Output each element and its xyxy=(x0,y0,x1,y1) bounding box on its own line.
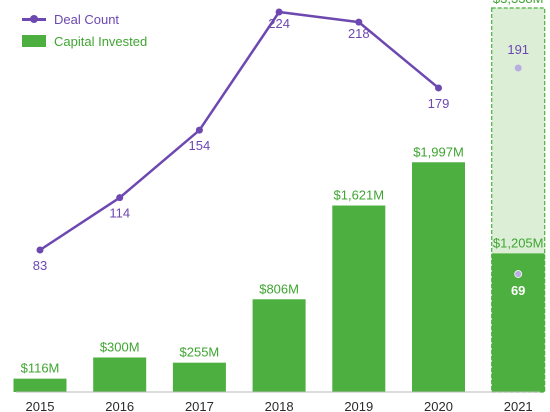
deal-point-2015 xyxy=(36,246,44,254)
bar-label-2017: $255M xyxy=(180,345,220,360)
legend: Deal Count Capital Invested xyxy=(22,8,147,52)
bar-2019 xyxy=(332,205,386,392)
bar-label-2021: $1,205M xyxy=(493,235,544,250)
deal-point-2018 xyxy=(275,8,283,16)
capital-invested-swatch xyxy=(22,35,46,47)
deal-point-2017 xyxy=(195,126,203,134)
bar-label-2015: $116M xyxy=(21,361,60,376)
bar-2017 xyxy=(172,362,226,392)
bar-label-2019: $1,621M xyxy=(334,188,385,203)
deal-count-swatch xyxy=(22,14,46,24)
bar-2018 xyxy=(252,299,306,392)
deal-label-2021: 69 xyxy=(511,283,525,298)
bar-2020 xyxy=(412,162,465,392)
bar-2016 xyxy=(93,357,147,392)
projected-bar-label-2021: $3,338M xyxy=(493,0,544,6)
bar-label-2018: $806M xyxy=(259,281,299,296)
bar-label-2016: $300M xyxy=(100,339,140,354)
projected-deal-label-2021: 191 xyxy=(507,42,529,57)
x-axis: 2015 2016 2017 2018 2019 2020 2021 xyxy=(16,391,540,412)
deal-label-2019: 218 xyxy=(348,26,370,41)
x-tick-2020: 2020 xyxy=(424,399,453,412)
deal-label-2015: 83 xyxy=(33,258,47,273)
x-tick-2016: 2016 xyxy=(105,399,134,412)
deal-point-2019 xyxy=(355,18,363,26)
legend-capital-invested-label: Capital Invested xyxy=(54,33,148,49)
projected-deal-point-2021 xyxy=(514,64,522,72)
deal-point-2016 xyxy=(116,194,124,202)
x-tick-2021: 2021 xyxy=(504,399,533,412)
x-tick-2015: 2015 xyxy=(26,399,55,412)
deal-point-2021 xyxy=(514,270,523,278)
line-layer xyxy=(36,8,523,278)
deal-label-2020: 179 xyxy=(428,96,450,111)
x-tick-2019: 2019 xyxy=(344,399,373,412)
deal-point-2020 xyxy=(435,84,442,92)
deal-count-line xyxy=(39,10,440,252)
deal-label-2016: 114 xyxy=(109,206,130,221)
legend-item-capital-invested: Capital Invested xyxy=(22,30,147,52)
labels-layer: $116M $300M $255M $806M $1,621M $1,997M $1,205… xyxy=(21,0,544,376)
deal-label-2018: 224 xyxy=(268,16,290,31)
x-tick-2018: 2018 xyxy=(265,399,294,412)
x-tick-2017: 2017 xyxy=(185,399,214,412)
bar-label-2020: $1,997M xyxy=(413,144,464,159)
bars-layer xyxy=(13,7,546,393)
bar-2015 xyxy=(13,378,67,392)
deal-label-2017: 154 xyxy=(189,138,211,153)
legend-deal-count-label: Deal Count xyxy=(54,11,120,27)
legend-item-deal-count: Deal Count xyxy=(22,8,147,30)
